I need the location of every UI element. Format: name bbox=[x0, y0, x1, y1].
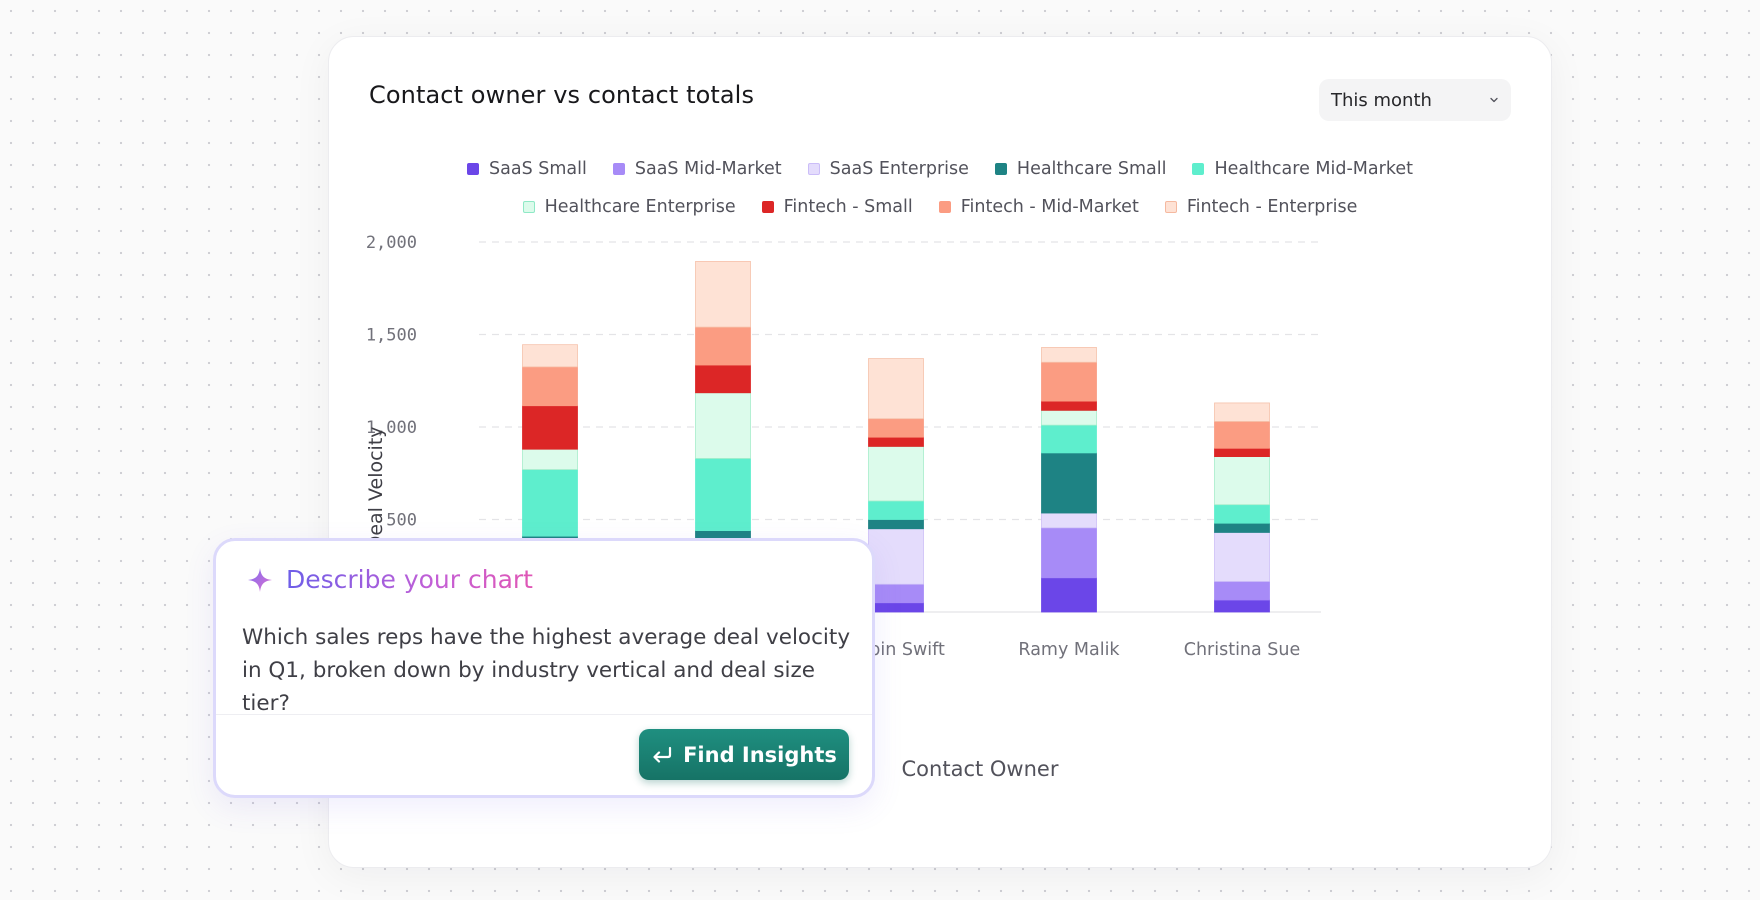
legend-label: Healthcare Mid-Market bbox=[1214, 159, 1413, 179]
legend-label: Fintech - Small bbox=[783, 197, 913, 217]
panel-divider bbox=[216, 714, 872, 715]
legend-label: Healthcare Small bbox=[1016, 159, 1167, 179]
x-tick-label: Christina Sue bbox=[1184, 640, 1301, 660]
legend-swatch bbox=[612, 163, 625, 175]
find-insights-button[interactable]: Find Insights bbox=[639, 729, 849, 780]
bar-segment[interactable] bbox=[1214, 421, 1270, 449]
bar-segment[interactable] bbox=[868, 602, 924, 613]
legend-label: Fintech - Enterprise bbox=[1186, 197, 1358, 217]
bar-segment[interactable] bbox=[1214, 456, 1270, 506]
legend-swatch bbox=[994, 163, 1007, 175]
legend-swatch bbox=[761, 201, 774, 213]
bar-segment[interactable] bbox=[1214, 522, 1270, 533]
bar-segment[interactable] bbox=[695, 261, 751, 328]
period-select-value: This month bbox=[1331, 89, 1432, 111]
legend-item[interactable]: SaaS Small bbox=[467, 159, 587, 179]
bar-segment[interactable] bbox=[695, 392, 751, 459]
bar-segment[interactable] bbox=[868, 500, 924, 520]
legend-swatch bbox=[938, 201, 951, 213]
bar-segment[interactable] bbox=[1214, 504, 1270, 524]
legend-item[interactable]: Healthcare Mid-Market bbox=[1192, 159, 1413, 179]
bar-segment[interactable] bbox=[1214, 402, 1270, 422]
bar-segment[interactable] bbox=[868, 519, 924, 530]
y-tick-label: 1,500 bbox=[366, 326, 417, 346]
x-tick-label: Ramy Malik bbox=[1018, 640, 1120, 660]
find-insights-label: Find Insights bbox=[683, 742, 837, 767]
x-axis-label: Contact Owner bbox=[901, 757, 1059, 781]
bar-segment[interactable] bbox=[1214, 532, 1270, 582]
legend-row: SaaS Small SaaS Mid-Market SaaS Enterprise… bbox=[467, 159, 1413, 179]
bar-segment[interactable] bbox=[1214, 447, 1270, 457]
bar-segment[interactable] bbox=[1041, 409, 1097, 426]
bar-segment[interactable] bbox=[695, 364, 751, 394]
describe-chart-panel: Describe your chart Which sales reps hav… bbox=[213, 538, 875, 798]
bar-segment[interactable] bbox=[695, 458, 751, 532]
bar-segment[interactable] bbox=[1041, 361, 1097, 402]
bar-segment[interactable] bbox=[1041, 527, 1097, 579]
legend-item[interactable]: SaaS Enterprise bbox=[807, 159, 969, 179]
legend-row: Healthcare Enterprise Fintech - Small Fint… bbox=[522, 197, 1358, 217]
legend-item[interactable]: Fintech - Mid-Market bbox=[938, 197, 1139, 217]
legend-label: Healthcare Enterprise bbox=[544, 197, 736, 217]
panel-header: Describe your chart bbox=[246, 565, 533, 594]
bar-segment[interactable] bbox=[868, 583, 924, 604]
bar-segment[interactable] bbox=[695, 326, 751, 366]
enter-icon bbox=[653, 746, 672, 763]
bar-segment[interactable] bbox=[522, 469, 578, 537]
legend-swatch bbox=[807, 163, 820, 175]
bar-segment[interactable] bbox=[522, 366, 578, 407]
legend-swatch bbox=[1192, 163, 1205, 175]
legend-label: SaaS Enterprise bbox=[829, 159, 969, 179]
bar-segment[interactable] bbox=[868, 418, 924, 438]
bar-segment[interactable] bbox=[522, 344, 578, 368]
card-title: Contact owner vs contact totals bbox=[369, 81, 755, 109]
y-tick-label: 2,000 bbox=[366, 233, 417, 253]
chart-legend: SaaS Small SaaS Mid-Market SaaS Enterprise… bbox=[329, 159, 1551, 217]
legend-label: SaaS Small bbox=[489, 159, 587, 179]
bar-segment[interactable] bbox=[1214, 599, 1270, 613]
legend-label: SaaS Mid-Market bbox=[634, 159, 782, 179]
legend-swatch bbox=[1164, 201, 1177, 213]
bar-segment[interactable] bbox=[522, 448, 578, 470]
y-tick-label: 1,000 bbox=[366, 418, 417, 438]
bar-segment[interactable] bbox=[1041, 512, 1097, 529]
legend-label: Fintech - Mid-Market bbox=[960, 197, 1139, 217]
bar-segment[interactable] bbox=[1041, 452, 1097, 514]
bar-segment[interactable] bbox=[1041, 347, 1097, 363]
legend-item[interactable]: Fintech - Small bbox=[761, 197, 913, 217]
bar-segment[interactable] bbox=[868, 528, 924, 585]
bar-segment[interactable] bbox=[1214, 581, 1270, 601]
legend-item[interactable]: Healthcare Small bbox=[994, 159, 1167, 179]
bar-segment[interactable] bbox=[1041, 577, 1097, 613]
legend-item[interactable]: SaaS Mid-Market bbox=[612, 159, 782, 179]
prompt-textarea[interactable]: Which sales reps have the highest averag… bbox=[242, 625, 851, 716]
bar-segment[interactable] bbox=[522, 405, 578, 450]
period-select[interactable]: This month bbox=[1319, 79, 1511, 121]
chevron-down-icon bbox=[1490, 97, 1498, 103]
legend-item[interactable]: Fintech - Enterprise bbox=[1164, 197, 1358, 217]
panel-title: Describe your chart bbox=[286, 565, 533, 594]
legend-swatch bbox=[522, 201, 535, 213]
legend-swatch bbox=[467, 163, 480, 175]
y-tick-label: 500 bbox=[386, 511, 417, 531]
bar-segment[interactable] bbox=[1041, 424, 1097, 454]
bar-segment[interactable] bbox=[1041, 400, 1097, 411]
bar-segment[interactable] bbox=[868, 436, 924, 447]
legend-item[interactable]: Healthcare Enterprise bbox=[522, 197, 736, 217]
sparkle-icon bbox=[248, 567, 272, 592]
bar-segment[interactable] bbox=[868, 358, 924, 420]
bar-segment[interactable] bbox=[868, 446, 924, 502]
